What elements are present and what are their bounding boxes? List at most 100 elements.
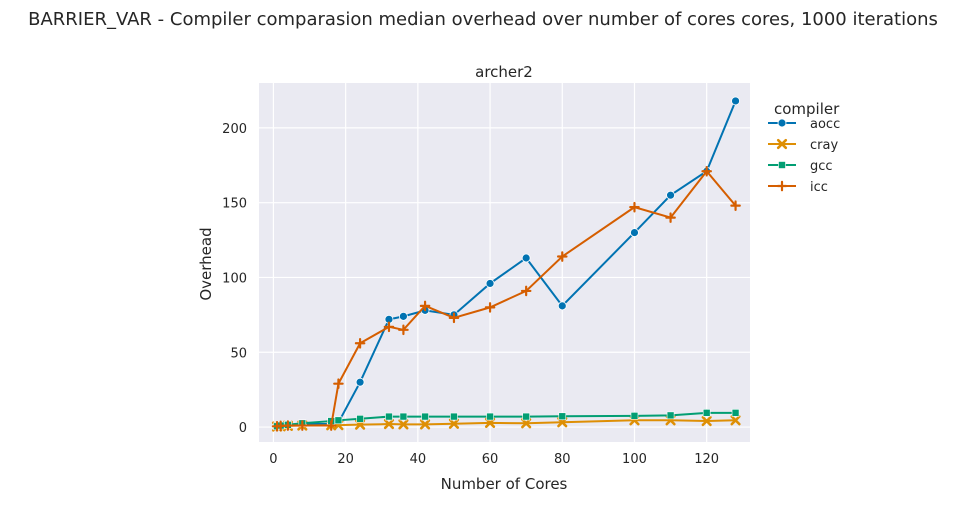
data-point-gcc-shape	[334, 416, 343, 425]
data-point-aocc	[521, 253, 531, 263]
series-icc	[271, 165, 741, 432]
data-point-icc-shape	[398, 324, 409, 336]
data-point-gcc-shape	[486, 412, 494, 421]
legend-marker-cray	[776, 138, 788, 150]
chart-title: BARRIER_VAR - Compiler comparasion media…	[28, 9, 938, 30]
data-point-icc	[665, 212, 676, 223]
data-point-gcc-shape	[731, 409, 740, 417]
legend-marker-cray-shape	[776, 138, 788, 150]
data-point-gcc	[522, 412, 530, 421]
data-point-aocc-shape	[666, 190, 675, 200]
data-point-gcc-shape	[450, 412, 458, 421]
data-point-cray-shape	[730, 415, 741, 426]
data-point-aocc-shape	[557, 301, 567, 311]
data-point-cray-shape	[448, 418, 460, 429]
y-tick-label: 100	[222, 271, 247, 286]
data-point-cray-shape	[398, 419, 409, 430]
data-point-icc	[354, 337, 366, 349]
data-point-gcc	[702, 409, 711, 417]
data-point-icc-shape	[282, 420, 294, 431]
data-point-icc	[520, 285, 532, 297]
data-point-gcc	[356, 415, 364, 423]
legend-item-icc: icc	[768, 180, 828, 195]
data-point-aocc	[355, 377, 365, 387]
data-point-gcc	[385, 412, 393, 421]
x-tick-label: 20	[337, 452, 354, 467]
data-point-gcc-shape	[385, 412, 393, 421]
x-axis-label: Number of Cores	[441, 475, 568, 493]
legend-item-gcc: gcc	[768, 159, 833, 174]
data-point-gcc	[630, 412, 639, 420]
data-point-icc	[556, 251, 568, 262]
x-tick-label: 0	[269, 452, 277, 467]
x-tick-label: 60	[482, 452, 499, 467]
legend-marker-gcc	[778, 161, 786, 169]
data-point-gcc-shape	[702, 409, 711, 417]
data-point-cray-shape	[383, 418, 395, 430]
legend-label-gcc: gcc	[810, 159, 833, 174]
data-point-icc-shape	[333, 378, 344, 389]
legend: compiler aocc cray gcc icc	[768, 100, 840, 195]
tick-layer: 0 20 40 60 80 100 120 0 50 100 150 200	[222, 122, 719, 467]
data-point-icc-shape	[730, 200, 741, 211]
data-point-gcc	[666, 411, 675, 420]
data-point-icc-shape	[448, 312, 460, 324]
data-point-cray	[521, 418, 532, 429]
data-point-aocc	[485, 279, 495, 288]
data-point-aocc-shape	[630, 228, 639, 237]
data-point-cray-shape	[701, 415, 712, 427]
data-point-gcc-shape	[399, 412, 408, 421]
data-point-cray	[419, 419, 431, 430]
data-point-icc-shape	[383, 321, 395, 333]
data-point-icc	[701, 165, 712, 177]
data-point-gcc	[731, 409, 740, 417]
data-point-gcc-shape	[558, 412, 567, 421]
data-point-icc-shape	[629, 201, 640, 213]
data-point-gcc-shape	[421, 412, 429, 421]
legend-marker-aocc-shape	[777, 118, 787, 128]
legend-label-icc: icc	[810, 180, 828, 195]
data-point-cray-shape	[521, 418, 532, 429]
subplot-title: archer2	[475, 63, 533, 81]
legend-marker-icc-shape	[776, 180, 788, 192]
y-axis-label: Overhead	[197, 227, 215, 300]
data-point-gcc-shape	[522, 412, 530, 421]
data-point-aocc	[666, 190, 675, 200]
data-point-icc-shape	[665, 212, 676, 223]
legend-marker-aocc	[777, 118, 787, 128]
data-point-cray	[383, 418, 395, 430]
x-tick-label: 80	[554, 452, 571, 467]
data-point-gcc	[486, 412, 494, 421]
data-point-cray	[701, 415, 712, 427]
x-tick-label: 100	[622, 452, 647, 467]
data-point-cray	[448, 418, 460, 429]
data-point-aocc	[630, 228, 639, 237]
data-point-icc	[484, 302, 496, 313]
legend-marker-icc	[776, 180, 788, 192]
data-point-icc	[383, 321, 395, 333]
data-point-icc	[282, 420, 294, 431]
data-point-icc	[448, 312, 460, 324]
data-point-gcc	[399, 412, 408, 421]
data-point-cray-shape	[419, 419, 431, 430]
data-point-icc	[629, 201, 640, 213]
data-point-gcc-shape	[666, 411, 675, 420]
plot-area	[259, 83, 750, 442]
data-point-icc-shape	[297, 420, 308, 431]
data-point-gcc	[450, 412, 458, 421]
y-tick-label: 50	[230, 346, 247, 361]
data-point-cray	[398, 419, 409, 430]
data-point-gcc-shape	[356, 415, 364, 423]
data-point-aocc-shape	[355, 377, 365, 387]
data-point-aocc	[731, 96, 740, 106]
legend-title: compiler	[774, 100, 840, 118]
series-layer	[271, 96, 741, 432]
data-point-gcc	[558, 412, 567, 421]
y-tick-label: 200	[222, 122, 247, 137]
data-point-icc	[297, 420, 308, 431]
grid-layer	[259, 83, 750, 442]
legend-label-cray: cray	[810, 138, 838, 153]
data-point-gcc	[421, 412, 429, 421]
data-point-icc-shape	[484, 302, 496, 313]
